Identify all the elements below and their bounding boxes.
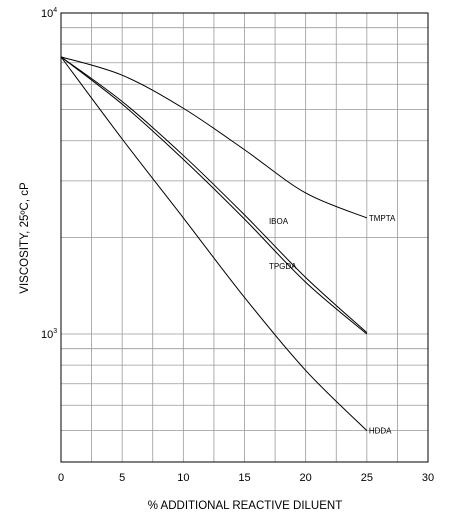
series-labels: TMPTA IBOA TPGDA HDDA — [269, 214, 396, 436]
x-tick-label: 10 — [177, 472, 189, 484]
x-tick-label: 20 — [300, 472, 312, 484]
x-tick-label: 30 — [422, 472, 434, 484]
series-line-hdda — [60, 56, 368, 431]
x-axis-label: % ADDITIONAL REACTIVE DILUENT — [148, 500, 342, 512]
series-lines — [60, 56, 368, 431]
series-label-tmpta: TMPTA — [369, 214, 396, 223]
y-axis-label: VISCOSITY, 25ºC, cP — [19, 182, 31, 294]
x-tick-label: 0 — [58, 472, 64, 484]
series-line-tpgda — [60, 56, 368, 335]
y-tick-label: 103 — [41, 328, 57, 341]
grid — [60, 12, 429, 462]
y-tick-label: 104 — [41, 7, 57, 20]
plot-frame — [60, 12, 429, 463]
series-label-tpgda: TPGDA — [269, 262, 297, 271]
x-tick-label: 25 — [361, 472, 373, 484]
y-tick-labels: 104 103 — [41, 7, 57, 341]
x-tick-label: 15 — [238, 472, 250, 484]
x-tick-label: 5 — [119, 472, 125, 484]
series-line-tmpta — [60, 56, 368, 219]
series-line-iboa — [60, 56, 368, 333]
series-label-iboa: IBOA — [269, 217, 289, 226]
x-tick-labels: 0 5 10 15 20 25 30 — [58, 472, 434, 484]
series-label-hdda: HDDA — [369, 427, 392, 436]
